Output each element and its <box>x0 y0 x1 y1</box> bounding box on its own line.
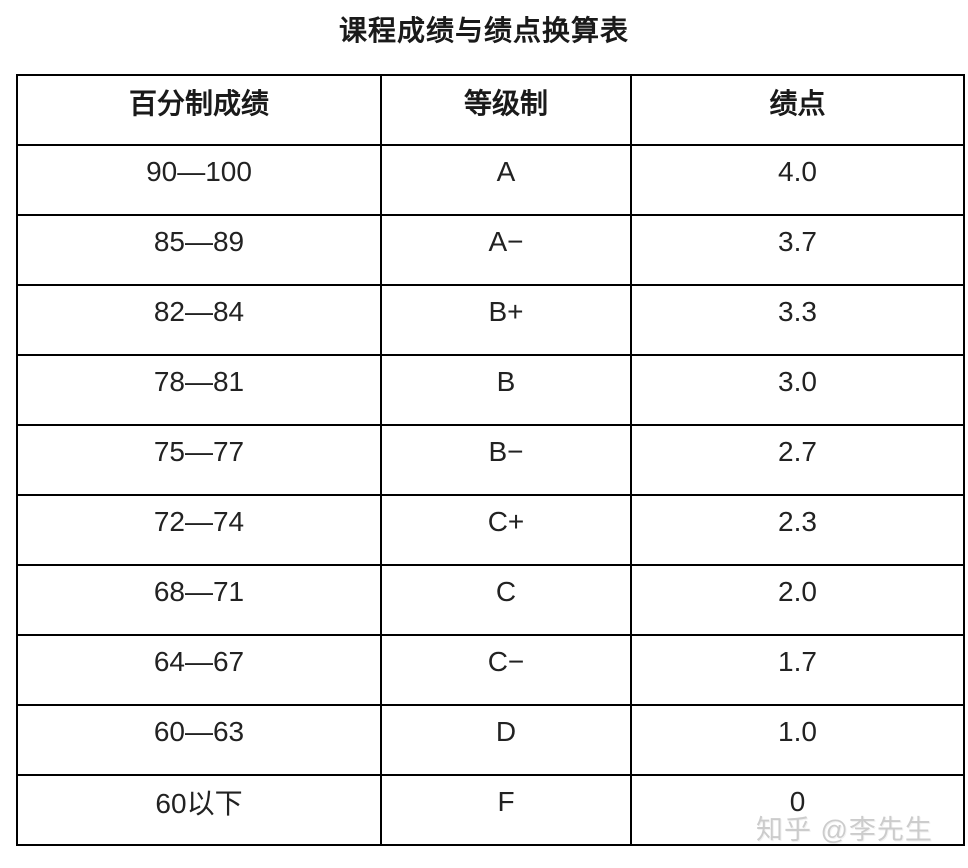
table-header-row: 百分制成绩 等级制 绩点 <box>16 74 965 146</box>
table-row: 82—84 B+ 3.3 <box>16 284 965 356</box>
cell-gpa: 4.0 <box>630 144 965 216</box>
table-row: 75—77 B− 2.7 <box>16 424 965 496</box>
table-row: 85—89 A− 3.7 <box>16 214 965 286</box>
header-gpa: 绩点 <box>630 74 965 146</box>
cell-score: 82—84 <box>16 284 382 356</box>
cell-grade: A− <box>380 214 632 286</box>
header-percent-score: 百分制成绩 <box>16 74 382 146</box>
grade-conversion-table: 百分制成绩 等级制 绩点 90—100 A 4.0 85—89 A− 3.7 8… <box>16 74 965 846</box>
cell-grade: D <box>380 704 632 776</box>
cell-grade: F <box>380 774 632 846</box>
cell-grade: A <box>380 144 632 216</box>
cell-gpa: 1.7 <box>630 634 965 706</box>
cell-score: 68—71 <box>16 564 382 636</box>
cell-grade: C− <box>380 634 632 706</box>
cell-gpa: 3.0 <box>630 354 965 426</box>
cell-grade: B− <box>380 424 632 496</box>
cell-gpa: 1.0 <box>630 704 965 776</box>
cell-score: 64—67 <box>16 634 382 706</box>
table-row: 60—63 D 1.0 <box>16 704 965 776</box>
cell-score: 60以下 <box>16 774 382 846</box>
table-row: 72—74 C+ 2.3 <box>16 494 965 566</box>
table-row: 78—81 B 3.0 <box>16 354 965 426</box>
cell-gpa: 3.7 <box>630 214 965 286</box>
cell-grade: C <box>380 564 632 636</box>
table-row: 90—100 A 4.0 <box>16 144 965 216</box>
table-row: 64—67 C− 1.7 <box>16 634 965 706</box>
cell-gpa: 2.7 <box>630 424 965 496</box>
cell-score: 75—77 <box>16 424 382 496</box>
cell-gpa: 2.3 <box>630 494 965 566</box>
table-row: 68—71 C 2.0 <box>16 564 965 636</box>
cell-gpa: 0 <box>630 774 965 846</box>
cell-score: 78—81 <box>16 354 382 426</box>
cell-grade: B+ <box>380 284 632 356</box>
cell-grade: C+ <box>380 494 632 566</box>
cell-gpa: 2.0 <box>630 564 965 636</box>
cell-score: 60—63 <box>16 704 382 776</box>
table-row: 60以下 F 0 <box>16 774 965 846</box>
cell-score: 90—100 <box>16 144 382 216</box>
page-title: 课程成绩与绩点换算表 <box>338 15 629 46</box>
cell-score: 72—74 <box>16 494 382 566</box>
cell-score: 85—89 <box>16 214 382 286</box>
header-letter-grade: 等级制 <box>380 74 632 146</box>
cell-grade: B <box>380 354 632 426</box>
cell-gpa: 3.3 <box>630 284 965 356</box>
